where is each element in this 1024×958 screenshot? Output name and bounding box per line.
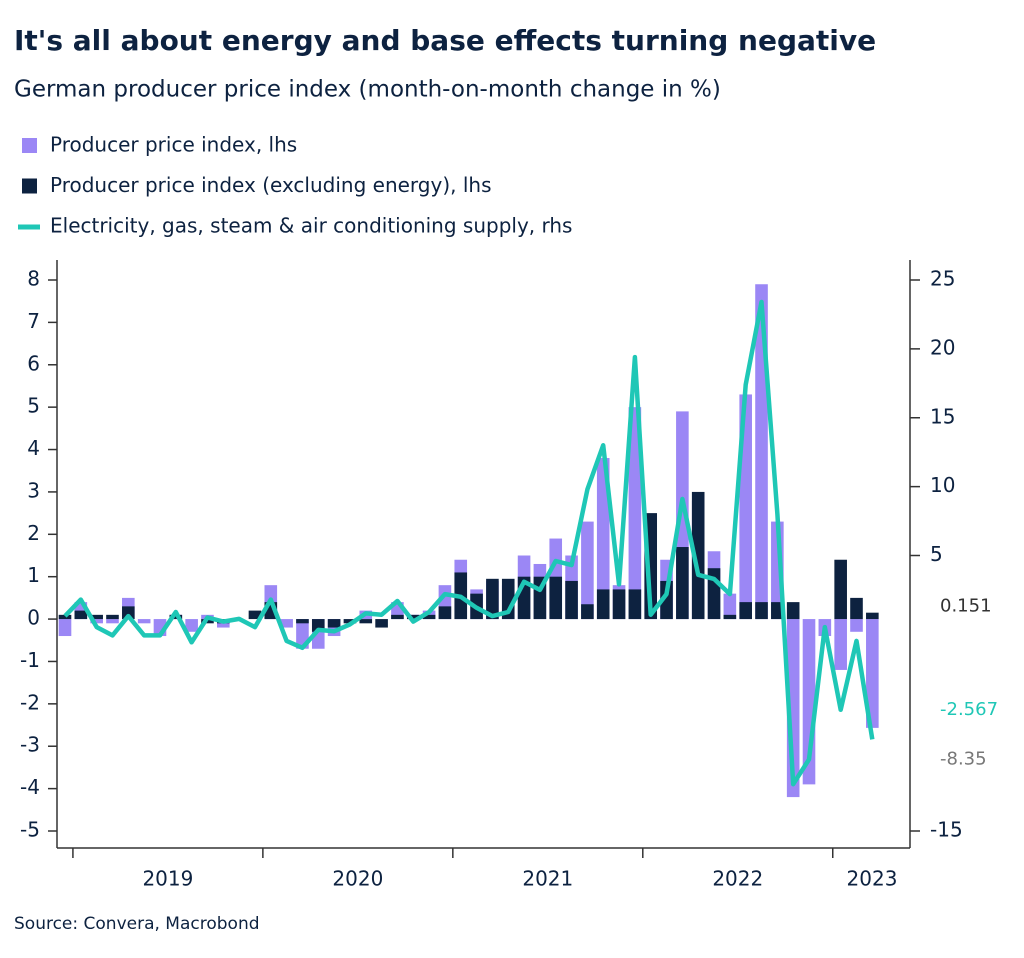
bar (723, 593, 737, 620)
y2-tick-label: 15 (930, 404, 955, 428)
bar (866, 612, 879, 620)
line-series (63, 299, 875, 787)
y-tick-label: -5 (20, 818, 40, 842)
bar (596, 589, 610, 620)
bar (58, 614, 72, 620)
x-tick-label: 2021 (522, 867, 573, 891)
bar (90, 619, 103, 624)
y2-tick-label: -15 (930, 818, 963, 842)
end-value-label: -2.567 (940, 699, 998, 720)
bar (628, 589, 642, 620)
bar (406, 614, 420, 620)
legend-marker (22, 178, 37, 194)
y2-tick-label: 5 (930, 542, 943, 566)
bar (581, 604, 594, 620)
y2-tick-label: 10 (930, 473, 955, 497)
bar (327, 619, 341, 628)
legend-label: Producer price index (excluding energy),… (50, 173, 492, 197)
y-tick-label: -3 (20, 733, 40, 757)
bar (786, 602, 800, 620)
bar (375, 619, 388, 628)
bar (169, 614, 183, 620)
bar (755, 602, 768, 620)
bar (723, 614, 737, 620)
bar (850, 619, 863, 632)
bar (422, 614, 436, 620)
bar (660, 580, 673, 620)
x-tick-label: 2023 (847, 867, 898, 891)
bar (866, 619, 879, 728)
bar (771, 602, 784, 620)
bar (596, 458, 610, 620)
y-tick-label: 5 (27, 394, 40, 418)
bar (581, 521, 594, 620)
source-note: Source: Convera, Macrobond (14, 914, 260, 934)
y-tick-label: 3 (27, 478, 40, 502)
bar (834, 559, 847, 620)
legend-marker (22, 138, 37, 153)
x-tick-label: 2019 (142, 867, 193, 891)
x-tick-label: 2022 (712, 867, 763, 891)
bar (676, 547, 689, 620)
y-tick-label: 6 (27, 351, 40, 375)
bar (248, 610, 262, 620)
bar (280, 619, 293, 628)
bar (691, 491, 705, 620)
y-tick-label: 7 (27, 309, 40, 333)
bar (438, 606, 452, 620)
end-value-label: 0.151 (940, 596, 992, 617)
bar (58, 619, 72, 637)
bar (185, 619, 198, 632)
x-tick-label: 2020 (332, 867, 383, 891)
bar (549, 576, 563, 620)
legend-label: Electricity, gas, steam & air conditioni… (50, 214, 572, 238)
y2-tick-label: 25 (930, 267, 955, 291)
bar (296, 619, 309, 624)
bar (850, 597, 863, 620)
y-tick-label: -2 (20, 690, 40, 714)
end-value-label: -8.35 (940, 748, 987, 769)
y2-tick-label: 20 (930, 335, 955, 359)
bar (122, 606, 135, 620)
bar (106, 614, 119, 620)
bar (628, 407, 642, 620)
y-tick-label: -4 (20, 775, 40, 799)
y-tick-label: 8 (27, 267, 40, 291)
y-tick-label: 1 (27, 563, 40, 587)
bar (391, 614, 404, 620)
y-tick-label: -1 (20, 648, 40, 672)
bar (739, 602, 752, 620)
bar (90, 614, 103, 620)
legend-label: Producer price index, lhs (50, 133, 297, 157)
y-tick-label: 2 (27, 521, 40, 545)
chart-subtitle: German producer price index (month-on-mo… (14, 77, 721, 103)
bar (612, 589, 626, 620)
chart-title: It's all about energy and base effects t… (14, 24, 876, 57)
bar (486, 578, 499, 620)
bar (343, 619, 357, 624)
y-tick-label: 4 (27, 436, 40, 460)
bar (74, 610, 88, 620)
bar (359, 619, 373, 624)
bar (565, 580, 578, 620)
bar (137, 619, 151, 624)
bar (834, 619, 847, 670)
y-tick-label: 0 (27, 606, 40, 630)
bar (106, 619, 119, 624)
